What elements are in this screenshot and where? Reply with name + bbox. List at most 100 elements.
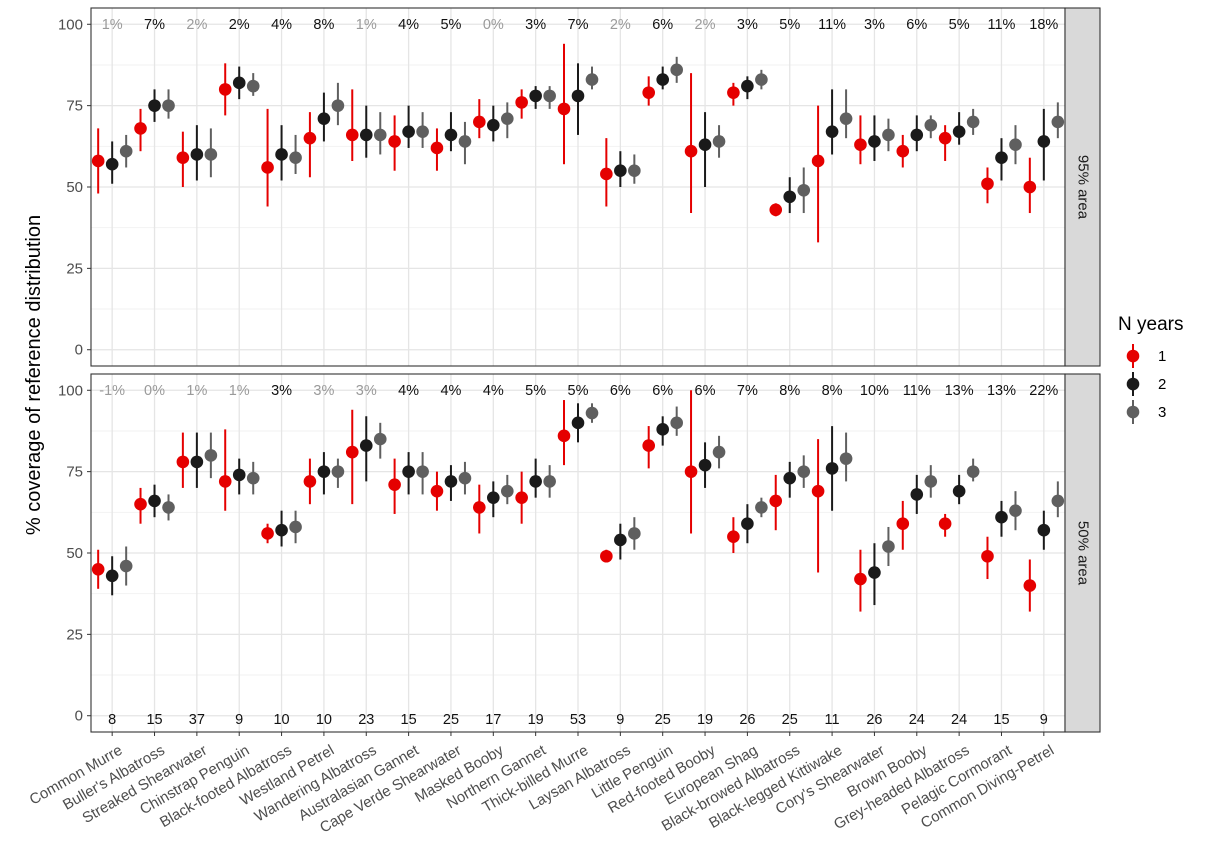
data-point	[938, 517, 952, 531]
panel-1: 0 25 50 75 100 1% 7% 2% 2% 4% 8% 1% 4% 5% 0% 3% 7% 2% 6% 2%…	[58, 7, 1101, 367]
data-point	[345, 128, 359, 142]
legend: N years 1 2 3	[1118, 314, 1183, 424]
data-point	[501, 112, 514, 125]
data-point	[543, 475, 556, 488]
data-point	[557, 102, 571, 116]
data-point	[218, 83, 232, 96]
percent-label: 1%	[186, 383, 207, 399]
data-point	[952, 125, 966, 138]
data-point	[190, 455, 204, 469]
percent-label: 10%	[860, 383, 889, 399]
data-point	[416, 465, 429, 478]
percent-label: 11%	[818, 17, 846, 33]
percent-label: 7%	[568, 17, 589, 33]
data-point	[402, 465, 415, 478]
data-point	[388, 135, 401, 148]
data-point	[487, 491, 500, 504]
data-point	[600, 167, 613, 181]
data-point	[656, 73, 669, 86]
percent-label: 2%	[695, 17, 716, 33]
data-point	[246, 471, 260, 485]
data-point	[811, 154, 825, 168]
facet-strip-label: 95% area	[1075, 155, 1092, 220]
data-point	[769, 203, 783, 217]
data-point	[148, 99, 161, 112]
sample-size-label: 9	[1040, 712, 1048, 728]
data-point	[416, 125, 429, 138]
percent-label: 11%	[903, 383, 931, 399]
percent-label: 5%	[440, 17, 461, 33]
data-point	[190, 148, 204, 161]
data-point	[755, 501, 768, 514]
data-point	[741, 517, 754, 531]
data-point	[600, 549, 613, 563]
percent-label: 0%	[144, 383, 165, 399]
data-point	[882, 128, 895, 142]
sample-size-label: 25	[443, 712, 459, 728]
sample-size-label: 15	[993, 712, 1009, 728]
data-point	[910, 488, 924, 501]
data-point	[712, 445, 726, 459]
percent-label: 3%	[271, 383, 292, 399]
panel-2: 0 25 50 75 100 -1% 0% 1% 1% 3% 3% 3% 4% 4% 4% 5% 5% 6% 6% 6…	[58, 373, 1101, 733]
data-point	[388, 478, 401, 491]
series-3	[119, 403, 1065, 586]
data-point	[134, 122, 147, 135]
data-point	[585, 406, 599, 420]
legend-label-2: 2	[1158, 376, 1166, 393]
data-point	[373, 432, 387, 446]
data-point	[162, 99, 175, 112]
facet-strip-label: 50% area	[1075, 521, 1092, 586]
data-point	[712, 135, 726, 148]
y-tick-label: 50	[66, 545, 83, 562]
sample-size-label: 24	[909, 712, 925, 728]
percent-label: 3%	[313, 383, 334, 399]
data-point	[162, 501, 175, 514]
data-point	[727, 530, 740, 544]
data-point	[430, 484, 444, 498]
data-point	[119, 144, 133, 158]
data-point	[727, 86, 740, 99]
data-point	[571, 89, 585, 103]
percent-label: 4%	[483, 383, 504, 399]
percent-label: 6%	[906, 17, 927, 33]
data-point	[684, 144, 698, 158]
data-point	[204, 148, 218, 161]
data-point	[1037, 135, 1051, 148]
data-point	[557, 429, 571, 443]
sample-size-label: 9	[235, 712, 243, 728]
data-point	[345, 445, 359, 459]
data-point	[444, 475, 458, 488]
sample-size-label: 37	[189, 712, 205, 728]
data-point	[402, 125, 415, 138]
data-point	[670, 63, 683, 77]
data-point	[176, 151, 190, 165]
data-point	[303, 131, 317, 145]
sample-size-label: 26	[866, 712, 882, 728]
data-point	[896, 517, 910, 531]
percent-label: 6%	[652, 17, 673, 33]
sample-size-label: 23	[358, 712, 374, 728]
legend-key-point-1	[1126, 349, 1140, 363]
data-point	[91, 562, 105, 576]
data-point	[119, 559, 133, 573]
data-point	[261, 527, 274, 540]
y-tick-label: 75	[66, 98, 83, 115]
series-1	[91, 390, 1037, 612]
sample-size-label: 10	[316, 712, 332, 728]
percent-label: 1%	[102, 17, 123, 33]
percent-label: 8%	[822, 383, 843, 399]
percent-label: 4%	[398, 383, 419, 399]
data-point	[868, 135, 881, 148]
data-point	[515, 96, 528, 109]
series-1	[91, 43, 1037, 243]
data-point	[614, 164, 627, 178]
data-point	[1023, 180, 1037, 194]
y-tick-label: 25	[66, 626, 83, 643]
percent-label: 5%	[949, 17, 970, 33]
data-point	[1051, 494, 1065, 508]
legend-key-point-2	[1126, 377, 1140, 391]
data-point	[1023, 579, 1037, 592]
data-point	[261, 161, 274, 174]
data-point	[882, 540, 895, 553]
